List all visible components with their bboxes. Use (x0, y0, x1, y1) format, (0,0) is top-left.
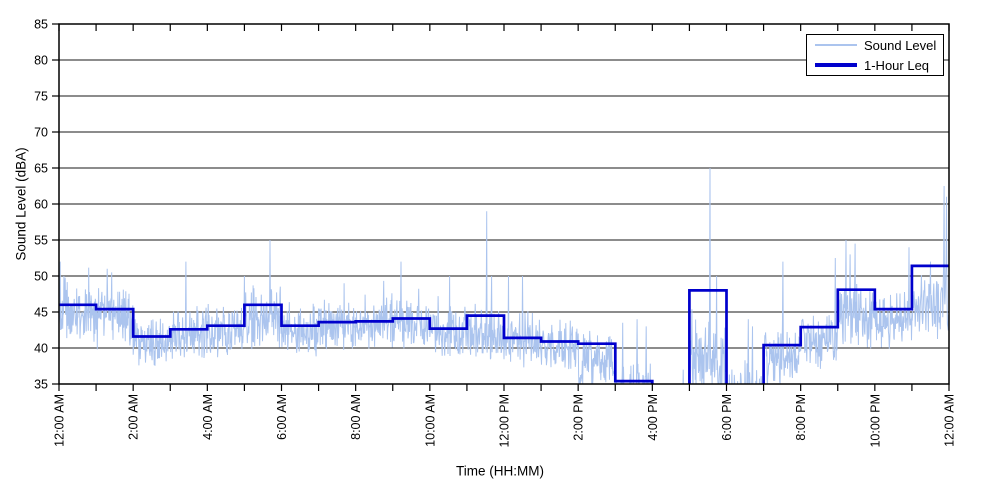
legend: Sound Level 1-Hour Leq (806, 34, 944, 76)
x-tick-label: 8:00 AM (349, 394, 363, 440)
legend-item-sound-level: Sound Level (807, 35, 943, 55)
leq-line-swatch (815, 63, 857, 67)
x-tick-labels: 12:00 AM 2:00 AM 4:00 AM 6:00 AM 8:00 AM 10:0… (53, 394, 957, 448)
x-tick-label: 10:00 PM (868, 394, 882, 448)
y-axis-title: Sound Level (dBA) (13, 147, 29, 261)
x-tick-label: 8:00 PM (794, 394, 808, 441)
sound-level-trace (59, 167, 949, 384)
x-tick-label: 12:00 PM (498, 394, 512, 448)
y-tick-label: 85 (34, 18, 48, 32)
y-tick-label: 80 (34, 54, 48, 68)
y-tick-label: 55 (34, 234, 48, 248)
x-tick-label: 2:00 AM (127, 394, 141, 440)
sound-level-line-swatch (815, 44, 857, 46)
legend-label-sound-level: Sound Level (864, 37, 937, 53)
x-tick-label: 12:00 AM (943, 394, 957, 447)
x-tick-label: 12:00 AM (53, 394, 67, 447)
y-tick-label: 70 (34, 126, 48, 140)
x-tick-label: 10:00 AM (423, 394, 437, 447)
y-tick-label: 50 (34, 270, 48, 284)
y-tick-labels: 35 40 45 50 55 60 65 70 75 80 85 (34, 18, 48, 392)
y-ticks (52, 23, 59, 385)
y-tick-label: 35 (34, 378, 48, 392)
x-axis-title: Time (HH:MM) (456, 463, 544, 479)
x-tick-label: 4:00 PM (646, 394, 660, 441)
x-tick-label: 4:00 AM (201, 394, 215, 440)
y-tick-label: 60 (34, 198, 48, 212)
y-tick-label: 40 (34, 342, 48, 356)
y-tick-label: 65 (34, 162, 48, 176)
y-tick-label: 75 (34, 90, 48, 104)
legend-label-leq: 1-Hour Leq (864, 57, 930, 73)
y-tick-label: 45 (34, 306, 48, 320)
x-tick-label: 2:00 PM (572, 394, 586, 441)
x-ticks (58, 24, 950, 391)
leq-step-line (59, 264, 949, 384)
x-tick-label: 6:00 AM (275, 394, 289, 440)
x-tick-label: 6:00 PM (720, 394, 734, 441)
gridlines (59, 59, 949, 349)
legend-item-leq: 1-Hour Leq (807, 55, 943, 75)
